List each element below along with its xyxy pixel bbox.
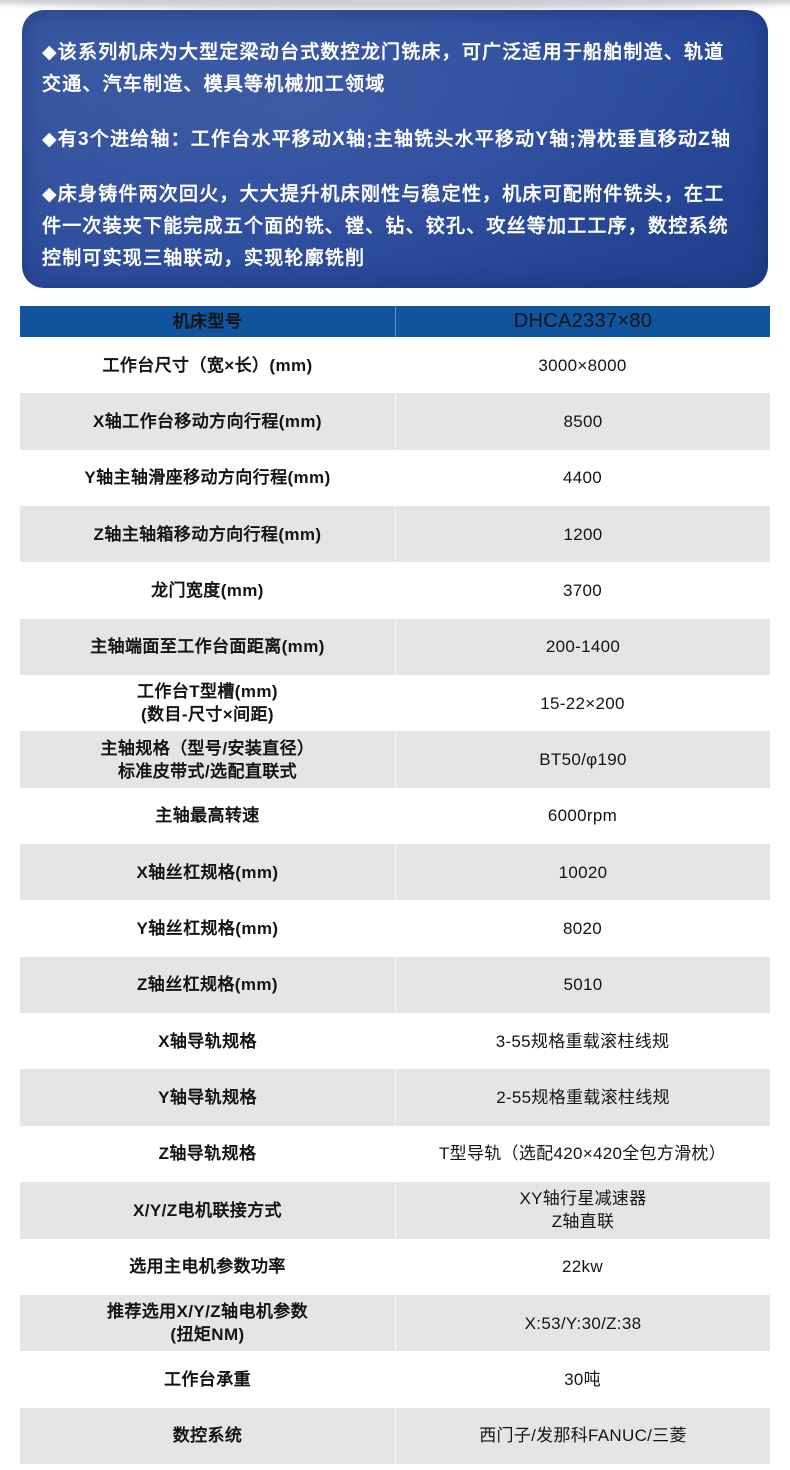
table-row: Y轴主轴滑座移动方向行程(mm) 4400 <box>20 449 770 507</box>
table-row: 主轴规格（型号/安装直径） 标准皮带式/选配直联式 BT50/φ190 <box>20 731 770 788</box>
intro-bullet-axes: ◆有3个进给轴：工作台水平移动X轴;主轴铣头水平移动Y轴;滑枕垂直移动Z轴 <box>42 129 732 150</box>
spec-value: 西门子/发那科FANUC/三菱 <box>395 1407 770 1464</box>
spec-value: T型导轨（选配420×420全包方滑枕） <box>438 1144 727 1164</box>
spec-value: 5010 <box>395 956 770 1014</box>
table-row: 工作台尺寸（宽×长）(mm) 3000×8000 <box>20 337 770 394</box>
table-row: X/Y/Z电机联接方式 XY轴行星减速器 Z轴直联 <box>20 1182 770 1239</box>
spec-value: 3700 <box>562 581 603 601</box>
spec-label: 主轴端面至工作台面距离(mm) <box>90 637 325 657</box>
spec-value: XY轴行星减速器 Z轴直联 <box>395 1182 770 1239</box>
spec-value: 2-55规格重载滚柱线规 <box>395 1069 770 1126</box>
intro-bullet-rigidity: ◆床身铸件两次回火，大大提升机床刚性与稳定性，机床可配附件铣头，在工件一次装夹下… <box>42 184 729 269</box>
spec-label: 工作台T型槽(mm) (数目-尺寸×间距) <box>137 682 278 725</box>
table-row: 工作台承重 30吨 <box>20 1351 770 1408</box>
spec-value: 8500 <box>395 393 770 450</box>
spec-value: 10020 <box>395 844 770 901</box>
table-row: Y轴导轨规格 2-55规格重载滚柱线规 <box>20 1069 770 1126</box>
spec-value: 6000rpm <box>547 806 618 826</box>
spec-value: 22kw <box>562 1257 603 1277</box>
spec-label: 工作台承重 <box>164 1369 251 1389</box>
spec-label: X/Y/Z电机联接方式 <box>133 1200 282 1220</box>
spec-value: 1200 <box>395 506 770 563</box>
spec-table-header: 机床型号 DHCA2337×80 <box>20 306 770 337</box>
spec-label: X轴丝杠规格(mm) <box>136 862 279 882</box>
spec-label: 选用主电机参数功率 <box>129 1257 286 1277</box>
table-row: 龙门宽度(mm) 3700 <box>20 562 770 619</box>
spec-label: X轴工作台移动方向行程(mm) <box>93 412 322 432</box>
spec-label: 主轴规格（型号/安装直径） 标准皮带式/选配直联式 <box>100 738 315 781</box>
table-row: Z轴主轴箱移动方向行程(mm) 1200 <box>20 506 770 563</box>
intro-bullet-overview: ◆该系列机床为大型定梁动台式数控龙门铣床，可广泛适用于船舶制造、轨道交通、汽车制… <box>42 42 725 95</box>
header-model-value: DHCA2337×80 <box>395 306 770 337</box>
spec-value: 15-22×200 <box>540 693 625 713</box>
table-row: X轴导轨规格 3-55规格重载滚柱线规 <box>20 1013 770 1070</box>
top-shadow-arc <box>0 0 790 9</box>
spec-label: 推荐选用X/Y/Z轴电机参数 (扭矩NM) <box>106 1302 309 1345</box>
spec-value: 3000×8000 <box>538 355 627 375</box>
spec-label: Z轴主轴箱移动方向行程(mm) <box>93 524 322 544</box>
table-row: Z轴导轨规格 T型导轨（选配420×420全包方滑枕） <box>20 1125 770 1183</box>
table-row: 主轴端面至工作台面距离(mm) 200-1400 <box>20 618 770 676</box>
spec-label: Z轴导轨规格 <box>158 1144 257 1164</box>
table-row: 选用主电机参数功率 22kw <box>20 1238 770 1295</box>
spec-label: 龙门宽度(mm) <box>151 581 264 601</box>
table-row: 工作台T型槽(mm) (数目-尺寸×间距) 15-22×200 <box>20 675 770 732</box>
header-model-label: 机床型号 <box>172 312 243 331</box>
spec-label: Y轴主轴滑座移动方向行程(mm) <box>84 468 331 488</box>
spec-table: 机床型号 DHCA2337×80 工作台尺寸（宽×长）(mm) 3000×800… <box>20 306 770 1464</box>
table-row: Z轴丝杠规格(mm) 5010 <box>20 956 770 1014</box>
spec-label: Z轴丝杠规格(mm) <box>137 975 278 995</box>
top-shadow-strip <box>0 0 790 11</box>
spec-label: 主轴最高转速 <box>155 806 260 826</box>
spec-value: BT50/φ190 <box>395 731 770 788</box>
table-row: 主轴最高转速 6000rpm <box>20 787 770 845</box>
spec-label: 工作台尺寸（宽×长）(mm) <box>102 355 313 375</box>
spec-label: X轴导轨规格 <box>158 1031 257 1051</box>
spec-value: 3-55规格重载滚柱线规 <box>495 1031 670 1051</box>
spec-value: 30吨 <box>564 1369 601 1389</box>
spec-label: Y轴导轨规格 <box>158 1088 257 1108</box>
spec-value: X:53/Y:30/Z:38 <box>395 1294 770 1352</box>
spec-value: 8020 <box>562 919 603 939</box>
spec-table-body: 工作台尺寸（宽×长）(mm) 3000×8000 X轴工作台移动方向行程(mm)… <box>20 337 770 1464</box>
table-row: X轴丝杠规格(mm) 10020 <box>20 844 770 901</box>
intro-panel: ◆该系列机床为大型定梁动台式数控龙门铣床，可广泛适用于船舶制造、轨道交通、汽车制… <box>22 10 768 288</box>
table-row: Y轴丝杠规格(mm) 8020 <box>20 900 770 957</box>
table-row: X轴工作台移动方向行程(mm) 8500 <box>20 393 770 450</box>
table-row: 数控系统 西门子/发那科FANUC/三菱 <box>20 1407 770 1464</box>
spec-label: Y轴丝杠规格(mm) <box>136 919 279 939</box>
spec-value: 200-1400 <box>395 618 770 676</box>
spec-label: 数控系统 <box>172 1426 243 1446</box>
spec-value: 4400 <box>562 468 603 488</box>
table-row: 推荐选用X/Y/Z轴电机参数 (扭矩NM) X:53/Y:30/Z:38 <box>20 1294 770 1352</box>
